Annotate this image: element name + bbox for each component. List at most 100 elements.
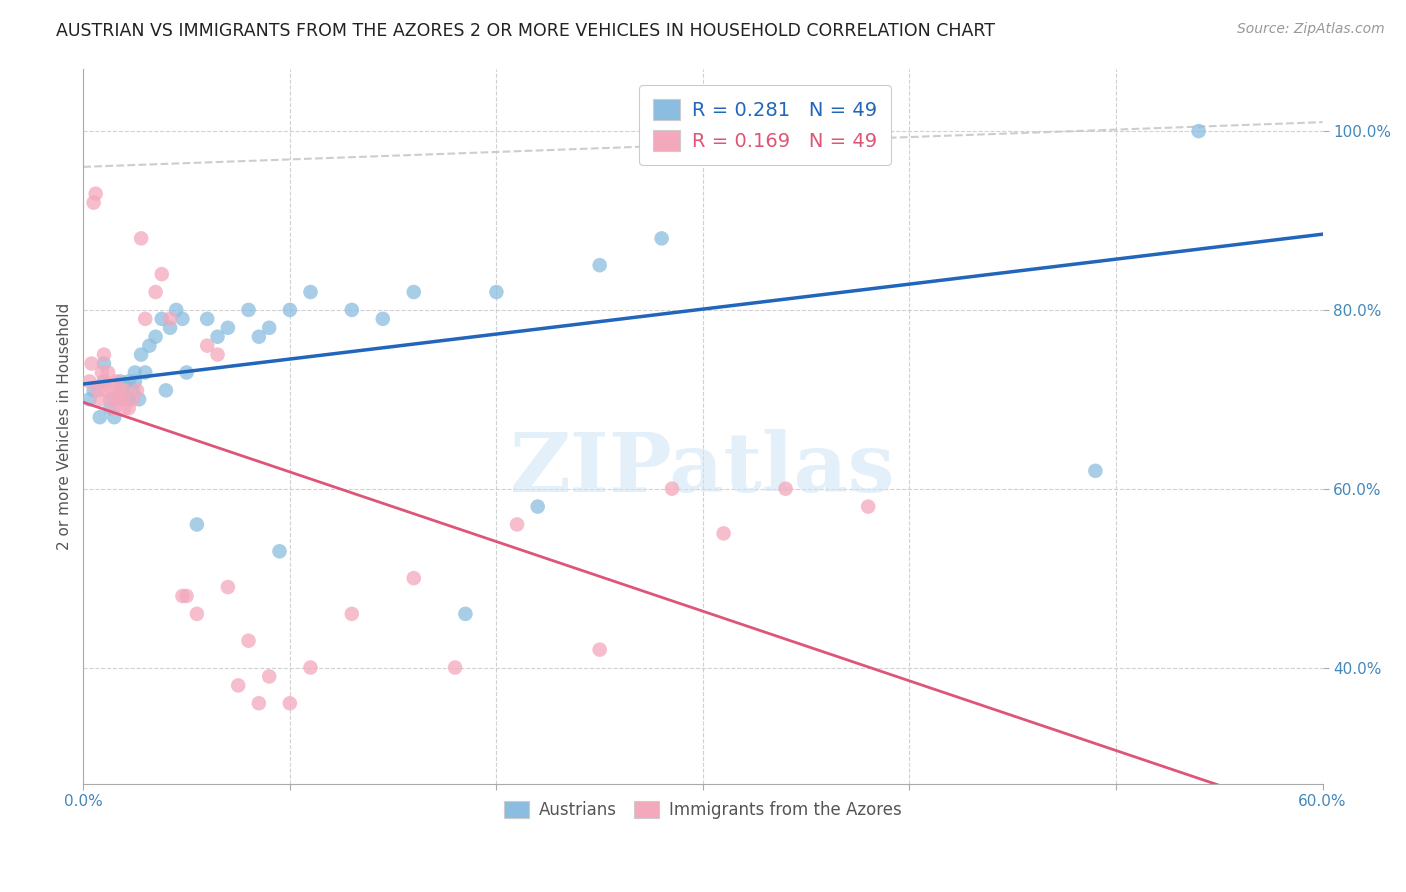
Point bbox=[238, 633, 260, 648]
Point bbox=[118, 401, 141, 416]
Point bbox=[79, 392, 101, 407]
Point bbox=[299, 285, 322, 299]
Point bbox=[79, 375, 101, 389]
Point bbox=[98, 392, 121, 407]
Point bbox=[129, 348, 152, 362]
Point bbox=[217, 320, 239, 334]
Point bbox=[195, 339, 218, 353]
Point bbox=[89, 410, 111, 425]
Point bbox=[80, 357, 103, 371]
Point bbox=[159, 311, 181, 326]
Point bbox=[114, 384, 136, 398]
Point bbox=[111, 392, 134, 407]
Point bbox=[97, 366, 120, 380]
Point bbox=[138, 339, 160, 353]
Point bbox=[124, 366, 146, 380]
Point bbox=[713, 526, 735, 541]
Point bbox=[105, 375, 128, 389]
Point bbox=[589, 642, 612, 657]
Point bbox=[103, 410, 125, 425]
Point bbox=[340, 302, 363, 317]
Point bbox=[114, 379, 136, 393]
Point bbox=[121, 384, 143, 398]
Point bbox=[238, 302, 260, 317]
Point bbox=[217, 580, 239, 594]
Point bbox=[506, 517, 529, 532]
Point bbox=[172, 311, 194, 326]
Point bbox=[107, 392, 129, 407]
Point bbox=[661, 482, 683, 496]
Point bbox=[124, 375, 146, 389]
Point bbox=[589, 258, 612, 272]
Point bbox=[1084, 464, 1107, 478]
Point bbox=[118, 375, 141, 389]
Point bbox=[278, 302, 301, 317]
Point bbox=[775, 482, 797, 496]
Text: ZIPatlas: ZIPatlas bbox=[510, 429, 896, 509]
Point bbox=[129, 231, 152, 245]
Point bbox=[145, 285, 167, 299]
Point bbox=[165, 302, 187, 317]
Point bbox=[176, 366, 198, 380]
Point bbox=[125, 384, 148, 398]
Point bbox=[121, 392, 143, 407]
Point bbox=[93, 375, 115, 389]
Point bbox=[84, 186, 107, 201]
Point bbox=[150, 311, 173, 326]
Point bbox=[269, 544, 291, 558]
Point bbox=[247, 329, 270, 343]
Point bbox=[257, 320, 280, 334]
Point bbox=[103, 401, 125, 416]
Text: AUSTRIAN VS IMMIGRANTS FROM THE AZORES 2 OR MORE VEHICLES IN HOUSEHOLD CORRELATI: AUSTRIAN VS IMMIGRANTS FROM THE AZORES 2… bbox=[56, 22, 995, 40]
Point bbox=[145, 329, 167, 343]
Point bbox=[207, 329, 229, 343]
Point bbox=[134, 366, 156, 380]
Point bbox=[257, 669, 280, 683]
Legend: Austrians, Immigrants from the Azores: Austrians, Immigrants from the Azores bbox=[498, 794, 908, 825]
Point bbox=[754, 124, 776, 138]
Point bbox=[1188, 124, 1211, 138]
Point bbox=[155, 384, 177, 398]
Point bbox=[402, 571, 425, 585]
Text: Source: ZipAtlas.com: Source: ZipAtlas.com bbox=[1237, 22, 1385, 37]
Point bbox=[118, 392, 141, 407]
Point bbox=[340, 607, 363, 621]
Point bbox=[110, 384, 132, 398]
Point bbox=[186, 517, 208, 532]
Point bbox=[83, 195, 105, 210]
Point bbox=[87, 384, 110, 398]
Point bbox=[856, 500, 879, 514]
Point bbox=[526, 500, 548, 514]
Point bbox=[128, 392, 150, 407]
Point bbox=[93, 375, 115, 389]
Point bbox=[89, 392, 111, 407]
Point bbox=[247, 696, 270, 710]
Point bbox=[186, 607, 208, 621]
Point bbox=[444, 660, 467, 674]
Point bbox=[110, 384, 132, 398]
Point bbox=[299, 660, 322, 674]
Point bbox=[172, 589, 194, 603]
Point bbox=[103, 392, 125, 407]
Point bbox=[226, 678, 249, 692]
Point bbox=[207, 348, 229, 362]
Point bbox=[371, 311, 394, 326]
Point bbox=[93, 357, 115, 371]
Point bbox=[101, 384, 124, 398]
Point bbox=[159, 320, 181, 334]
Point bbox=[651, 231, 673, 245]
Point bbox=[114, 392, 136, 407]
Point bbox=[278, 696, 301, 710]
Point bbox=[454, 607, 477, 621]
Y-axis label: 2 or more Vehicles in Household: 2 or more Vehicles in Household bbox=[58, 302, 72, 549]
Point bbox=[485, 285, 508, 299]
Point bbox=[402, 285, 425, 299]
Point bbox=[195, 311, 218, 326]
Point bbox=[93, 348, 115, 362]
Point bbox=[110, 375, 132, 389]
Point bbox=[134, 311, 156, 326]
Point bbox=[83, 384, 105, 398]
Point bbox=[150, 267, 173, 281]
Point bbox=[98, 401, 121, 416]
Point bbox=[90, 366, 112, 380]
